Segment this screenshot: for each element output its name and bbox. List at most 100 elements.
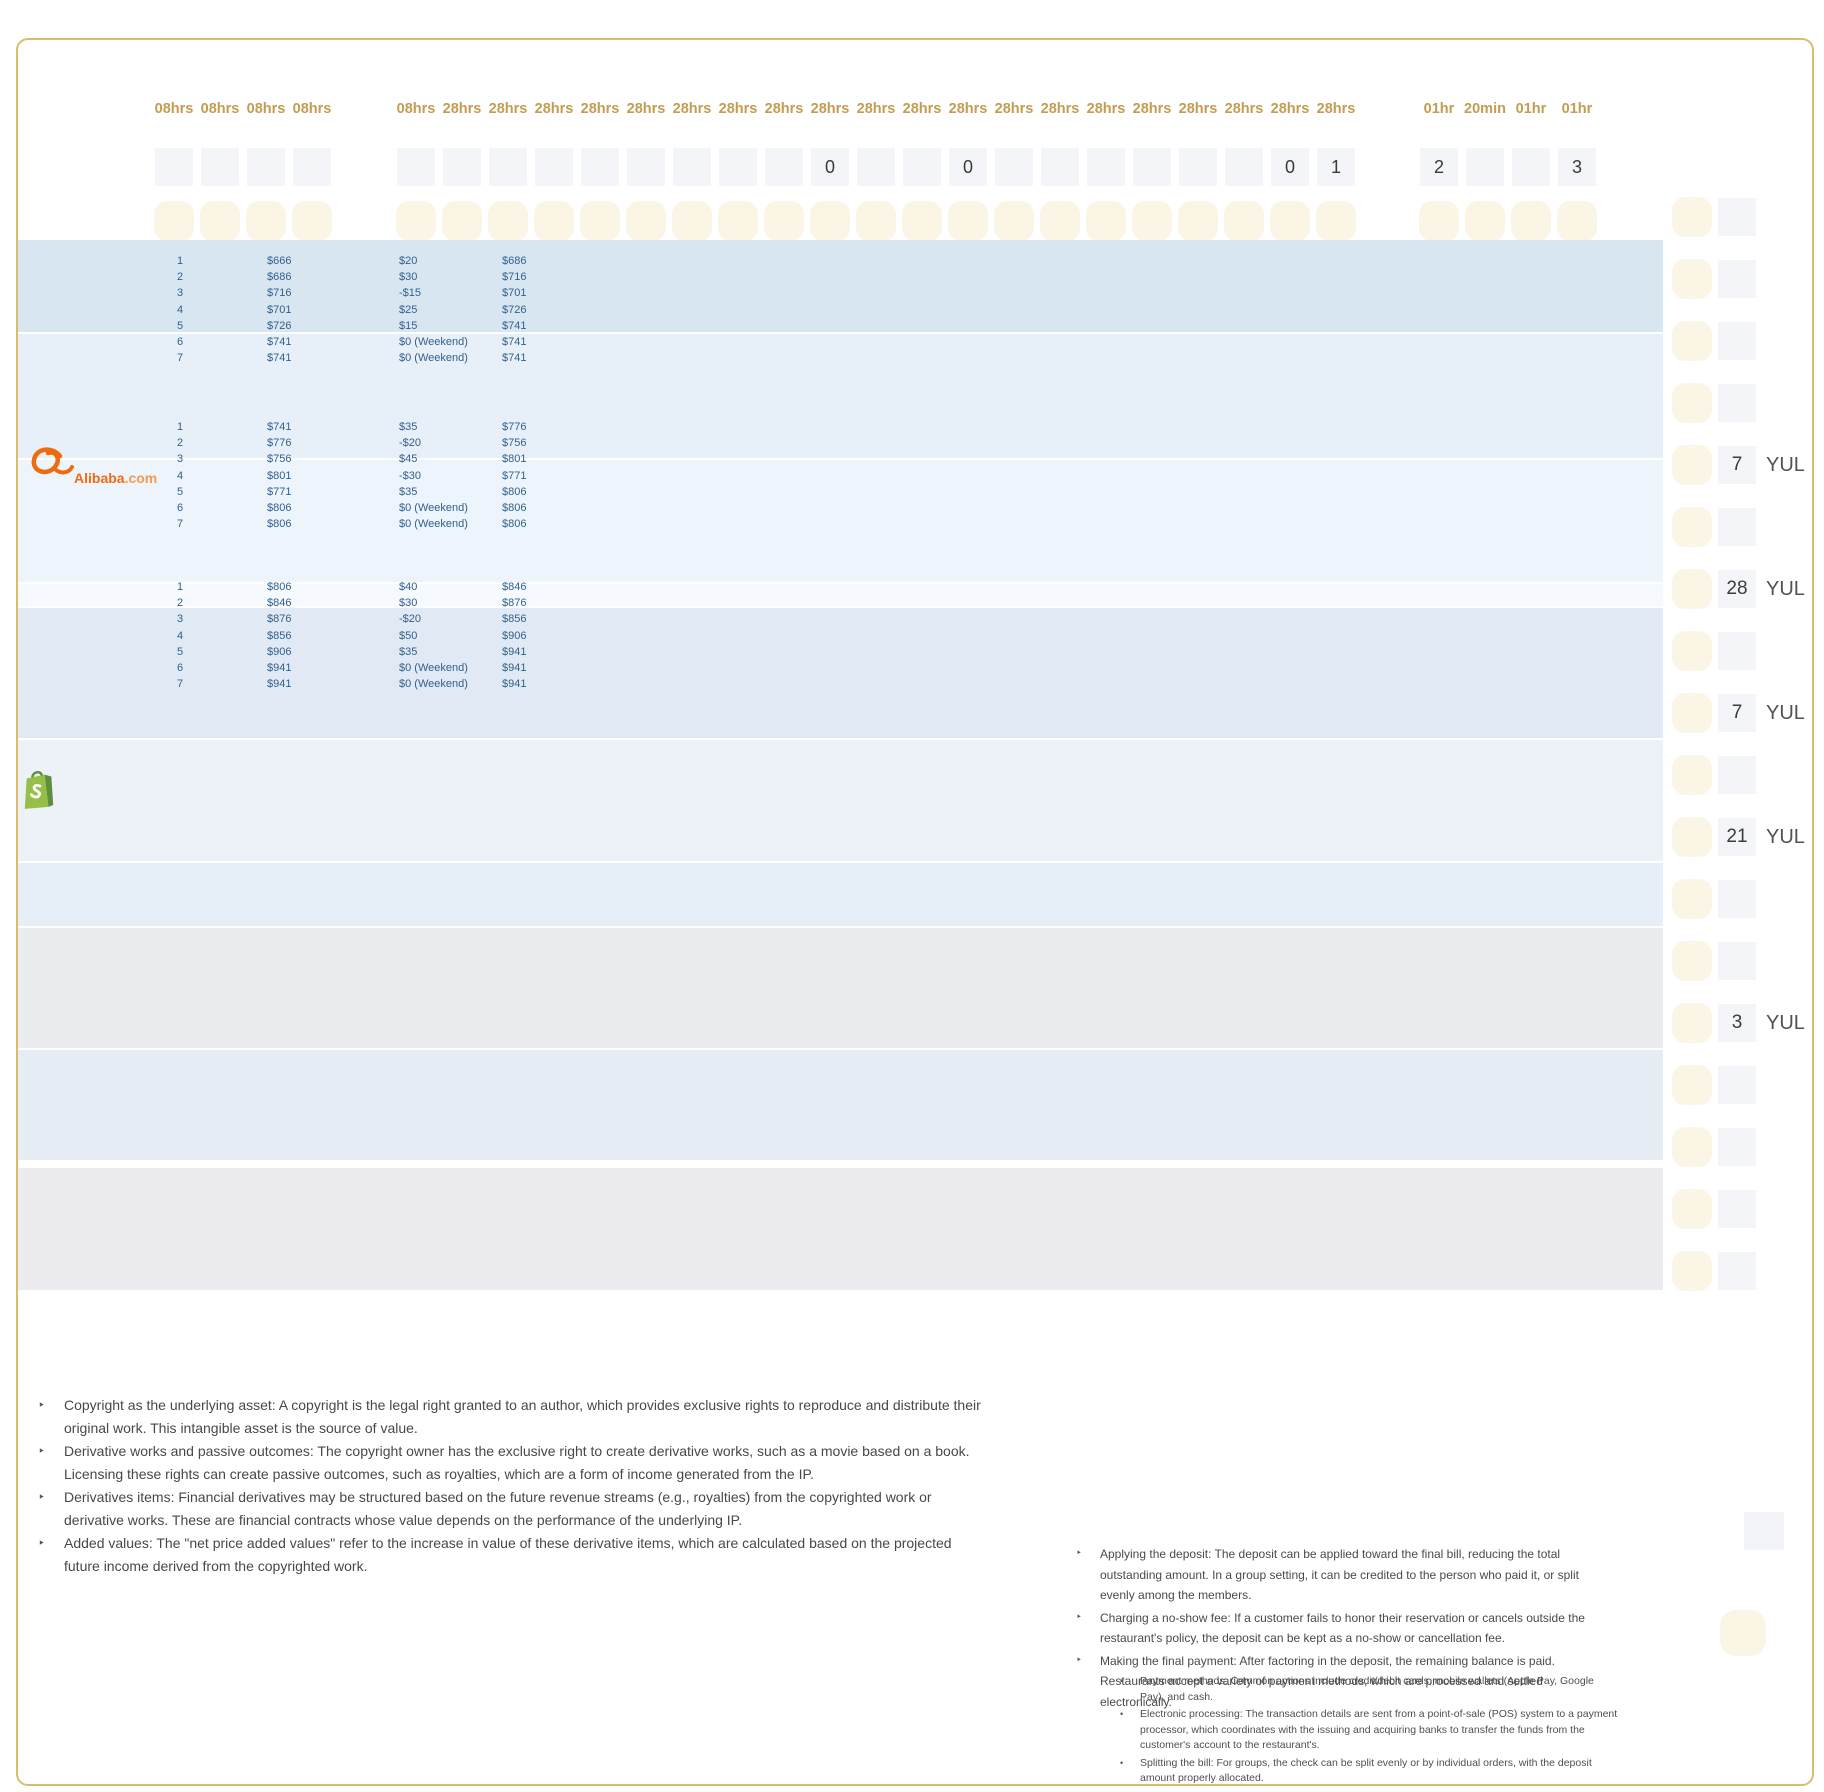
hour-value-cell[interactable] xyxy=(1466,148,1504,186)
hour-value-cell[interactable] xyxy=(627,148,665,186)
earning-day-count-cell[interactable] xyxy=(1744,1512,1784,1550)
flight-icon-cell[interactable] xyxy=(1672,879,1712,919)
hour-value-cell[interactable] xyxy=(293,148,331,186)
flight-count-cell[interactable]: 28 xyxy=(1718,570,1756,608)
flight-icon-cell[interactable] xyxy=(1672,321,1712,361)
hour-value-cell[interactable] xyxy=(1133,148,1171,186)
hour-icon-cell[interactable] xyxy=(292,201,332,241)
flight-icon-cell[interactable] xyxy=(1672,693,1712,733)
hour-value-cell[interactable] xyxy=(1179,148,1217,186)
flight-count-cell[interactable]: 7 xyxy=(1718,446,1756,484)
flight-count-cell[interactable] xyxy=(1718,1190,1756,1228)
hour-value-cell[interactable] xyxy=(1087,148,1125,186)
flight-count-cell[interactable] xyxy=(1718,756,1756,794)
flight-count-cell[interactable] xyxy=(1718,198,1756,236)
flight-count-cell[interactable] xyxy=(1718,322,1756,360)
flight-icon-cell[interactable] xyxy=(1672,941,1712,981)
flight-icon-cell[interactable] xyxy=(1672,445,1712,485)
hour-value-cell[interactable] xyxy=(535,148,573,186)
hour-value-cell[interactable]: 1 xyxy=(1317,148,1355,186)
hour-value-cell[interactable] xyxy=(903,148,941,186)
hour-icon-cell[interactable] xyxy=(1419,201,1459,241)
hour-icon-cell[interactable] xyxy=(200,201,240,241)
hour-value-cell[interactable] xyxy=(1225,148,1263,186)
hour-icon-cell[interactable] xyxy=(534,201,574,241)
hour-icon-cell[interactable] xyxy=(1178,201,1218,241)
flight-count-cell[interactable] xyxy=(1718,880,1756,918)
hour-value-cell[interactable] xyxy=(247,148,285,186)
flight-count-cell[interactable] xyxy=(1718,1252,1756,1290)
hour-icon-cell[interactable] xyxy=(1557,201,1597,241)
flight-icon-cell[interactable] xyxy=(1672,1065,1712,1105)
flight-icon-cell[interactable] xyxy=(1672,1127,1712,1167)
flight-icon-cell[interactable] xyxy=(1672,197,1712,237)
hour-value-cell[interactable] xyxy=(489,148,527,186)
flight-count-cell[interactable] xyxy=(1718,1128,1756,1166)
hour-value-cell[interactable] xyxy=(397,148,435,186)
hour-icon-cell[interactable] xyxy=(246,201,286,241)
flight-count-cell[interactable] xyxy=(1718,942,1756,980)
hour-value-cell[interactable] xyxy=(1512,148,1550,186)
hour-value-cell[interactable] xyxy=(581,148,619,186)
hour-value-cell[interactable] xyxy=(995,148,1033,186)
flight-count-cell[interactable] xyxy=(1718,384,1756,422)
flight-count-cell[interactable]: 7 xyxy=(1718,694,1756,732)
hour-icon-cell[interactable] xyxy=(1511,201,1551,241)
flight-count-cell[interactable] xyxy=(1718,260,1756,298)
hour-value-cell[interactable]: 0 xyxy=(949,148,987,186)
hour-value-cell[interactable] xyxy=(673,148,711,186)
hour-icon-cell[interactable] xyxy=(442,201,482,241)
hour-icon-cell[interactable] xyxy=(764,201,804,241)
flight-count-cell[interactable]: 3 xyxy=(1718,1004,1756,1042)
hour-value-cell[interactable]: 3 xyxy=(1558,148,1596,186)
hour-value-cell[interactable] xyxy=(765,148,803,186)
hour-icon-cell[interactable] xyxy=(626,201,666,241)
flight-icon-cell[interactable] xyxy=(1672,817,1712,857)
flight-icon-cell[interactable] xyxy=(1672,569,1712,609)
hour-value-cell[interactable] xyxy=(857,148,895,186)
hours-group-1: 08hrs 08hrs 08hrs 08hrs xyxy=(154,98,332,241)
hour-icon-cell[interactable] xyxy=(948,201,988,241)
hour-value-cell[interactable]: 2 xyxy=(1420,148,1458,186)
hour-icon-cell[interactable] xyxy=(902,201,942,241)
flight-count-cell[interactable] xyxy=(1718,1066,1756,1104)
hour-label: 28hrs xyxy=(1040,101,1080,117)
hour-icon-cell[interactable] xyxy=(1270,201,1310,241)
hour-icon-cell[interactable] xyxy=(396,201,436,241)
cell-icon xyxy=(1676,1197,1708,1221)
flight-count-cell[interactable]: 21 xyxy=(1718,818,1756,856)
hour-icon-cell[interactable] xyxy=(856,201,896,241)
hour-icon-cell[interactable] xyxy=(1316,201,1356,241)
hour-icon-cell[interactable] xyxy=(994,201,1034,241)
hour-value-cell[interactable] xyxy=(443,148,481,186)
flight-icon-cell[interactable] xyxy=(1672,755,1712,795)
flight-icon-cell[interactable] xyxy=(1672,1251,1712,1291)
hour-value-cell[interactable] xyxy=(719,148,757,186)
hour-value-cell[interactable] xyxy=(155,148,193,186)
flight-icon-cell[interactable] xyxy=(1672,507,1712,547)
flight-icon-cell[interactable] xyxy=(1672,383,1712,423)
hour-icon-cell[interactable] xyxy=(1132,201,1172,241)
flight-icon-cell[interactable] xyxy=(1672,1003,1712,1043)
cell-end: $701 xyxy=(502,287,527,300)
flight-count-cell[interactable] xyxy=(1718,508,1756,546)
hour-icon-cell[interactable] xyxy=(810,201,850,241)
hour-value-cell[interactable]: 0 xyxy=(1271,148,1309,186)
hour-icon-cell[interactable] xyxy=(488,201,528,241)
hour-value-cell[interactable] xyxy=(201,148,239,186)
hour-icon-cell[interactable] xyxy=(672,201,712,241)
hour-icon-cell[interactable] xyxy=(718,201,758,241)
flight-count-cell[interactable] xyxy=(1718,632,1756,670)
flight-icon-cell[interactable] xyxy=(1672,1189,1712,1229)
hour-icon-cell[interactable] xyxy=(154,201,194,241)
flight-icon-cell[interactable] xyxy=(1672,631,1712,671)
hour-icon-cell[interactable] xyxy=(1040,201,1080,241)
hour-value-cell[interactable]: 0 xyxy=(811,148,849,186)
hour-icon-cell[interactable] xyxy=(1224,201,1264,241)
hour-icon-cell[interactable] xyxy=(1465,201,1505,241)
hour-value-cell[interactable] xyxy=(1041,148,1079,186)
hour-icon-cell[interactable] xyxy=(1086,201,1126,241)
flight-icon-cell[interactable] xyxy=(1672,259,1712,299)
hour-icon-cell[interactable] xyxy=(580,201,620,241)
